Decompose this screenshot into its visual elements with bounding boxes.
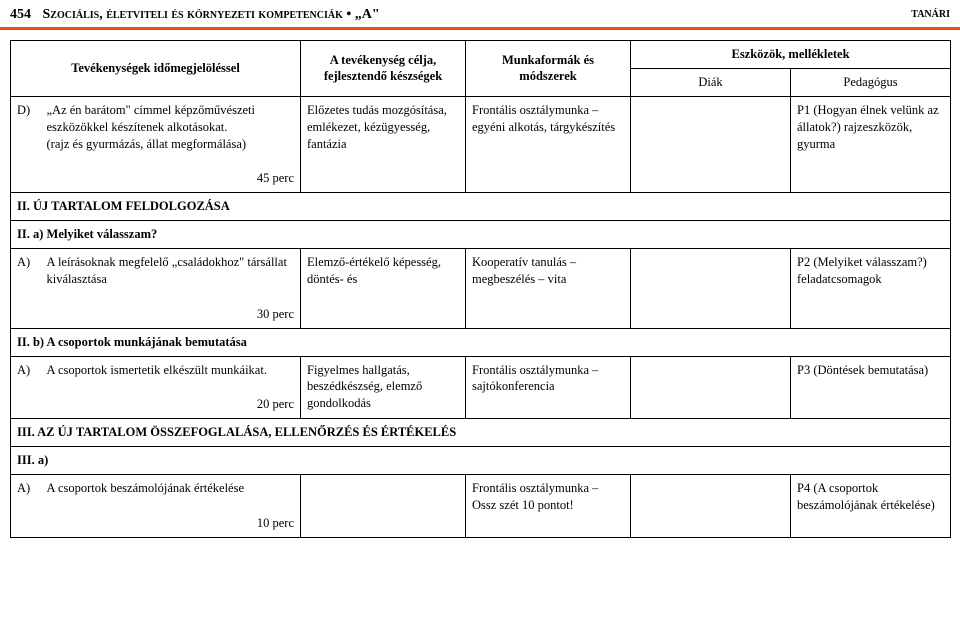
section-subheading: II. b) A csoportok munkájának bemutatása [11,328,951,356]
row-activity: „Az én barátom" címmel képzőművészeti es… [41,96,301,193]
th-diak: Diák [631,68,791,96]
row-goal: Figyelmes hallgatás, beszédkészség, elem… [301,356,466,419]
row-goal: Elemző-értékelő képesség, döntés- és [301,249,466,329]
header-right: tanári [911,6,950,22]
row-goal [301,475,466,538]
section-subheading: III. a) [11,447,951,475]
row-activity: A csoportok beszámolójának értékelése 10… [41,475,301,538]
activity-text: A csoportok beszámolójának értékelése [47,481,245,495]
row-method: Kooperatív tanulás – megbeszélés – vita [466,249,631,329]
table-row: A) A csoportok beszámolójának értékelése… [11,475,951,538]
row-label: D) [11,96,41,193]
row-ped: P4 (A csoportok beszámolójának értékelés… [791,475,951,538]
section-heading: III. AZ ÚJ TARTALOM ÖSSZEFOGLALÁSA, ELLE… [11,419,951,447]
th-goal: A tevékenység célja, fejlesztendő készsé… [301,41,466,97]
row-diak [631,475,791,538]
row-diak [631,356,791,419]
table-header-row: Tevékenységek időmegjelöléssel A tevéken… [11,41,951,69]
section-heading-row: II. ÚJ TARTALOM FELDOLGOZÁSA [11,193,951,221]
th-tools: Eszközök, mellékletek [631,41,951,69]
page-number: 454 [10,7,31,22]
lesson-plan-table: Tevékenységek időmegjelöléssel A tevéken… [10,40,951,538]
section-subheading-row: III. a) [11,447,951,475]
page-header: 454 Szociális, életviteli és környezeti … [0,0,960,30]
row-ped: P1 (Hogyan élnek velünk az állatok?) raj… [791,96,951,193]
section-subheading-row: II. b) A csoportok munkájának bemutatása [11,328,951,356]
row-activity: A leírásoknak megfelelő „családokhoz" tá… [41,249,301,329]
th-activity: Tevékenységek időmegjelöléssel [11,41,301,97]
section-heading-row: III. AZ ÚJ TARTALOM ÖSSZEFOGLALÁSA, ELLE… [11,419,951,447]
section-subheading: II. a) Melyiket válasszam? [11,221,951,249]
row-activity: A csoportok ismertetik elkészült munkáik… [41,356,301,419]
section-subheading-row: II. a) Melyiket válasszam? [11,221,951,249]
row-diak [631,96,791,193]
row-method: Frontális osztálymunka – Ossz szét 10 po… [466,475,631,538]
table-row: D) „Az én barátom" címmel képzőművészeti… [11,96,951,193]
row-label: A) [11,475,41,538]
section-heading: II. ÚJ TARTALOM FELDOLGOZÁSA [11,193,951,221]
row-ped: P3 (Döntések bemutatása) [791,356,951,419]
row-method: Frontális osztálymunka – egyéni alkotás,… [466,96,631,193]
table-row: A) A csoportok ismertetik elkészült munk… [11,356,951,419]
activity-text: A csoportok ismertetik elkészült munkáik… [47,363,267,377]
th-ped: Pedagógus [791,68,951,96]
row-goal: Előzetes tudás mozgósítása, emlékezet, k… [301,96,466,193]
row-ped: P2 (Melyiket válasszam?) feladatcsomagok [791,249,951,329]
activity-text: „Az én barátom" címmel képzőművészeti es… [47,103,256,151]
row-method: Frontális osztálymunka – sajtókonferenci… [466,356,631,419]
th-method: Munkaformák és módszerek [466,41,631,97]
duration-text: 20 perc [47,396,295,413]
header-title: Szociális, életviteli és környezeti komp… [43,7,380,22]
row-diak [631,249,791,329]
table-row: A) A leírásoknak megfelelő „családokhoz"… [11,249,951,329]
row-label: A) [11,249,41,329]
duration-text: 30 perc [47,306,295,323]
row-label: A) [11,356,41,419]
duration-text: 45 perc [47,170,295,187]
activity-text: A leírásoknak megfelelő „családokhoz" tá… [47,255,287,286]
content-area: Tevékenységek időmegjelöléssel A tevéken… [0,30,960,558]
duration-text: 10 perc [47,515,295,532]
